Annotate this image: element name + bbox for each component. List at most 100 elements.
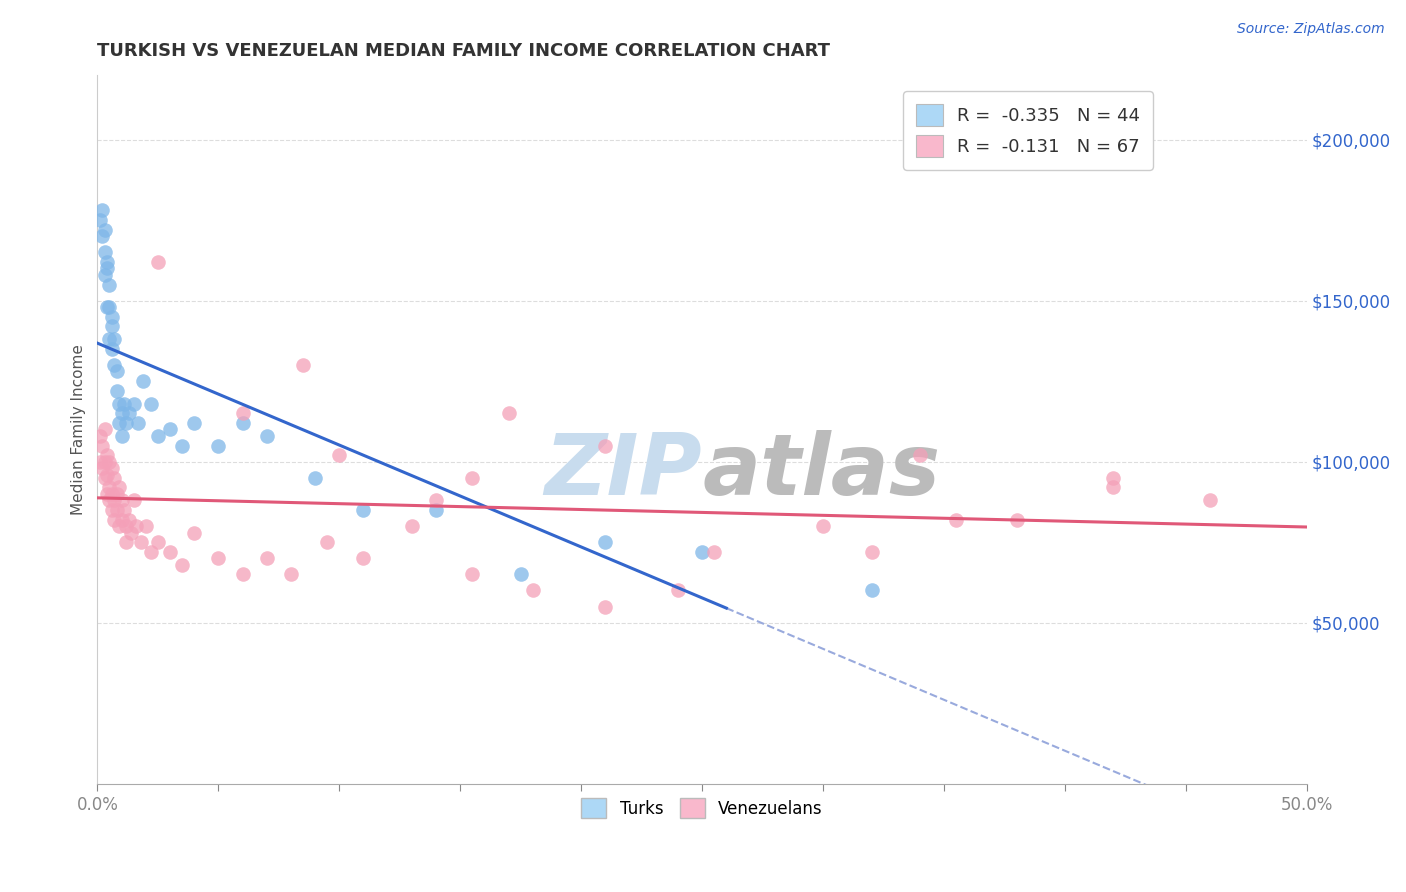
Point (110, 429, 132, 443)
Point (105, 503, 128, 517)
Point (256, 551, 278, 566)
Point (170, 439, 193, 453)
Point (595, 599, 617, 614)
Point (96, 467, 118, 482)
Point (103, 358, 125, 372)
Point (98, 455, 121, 469)
Point (425, 503, 447, 517)
Point (112, 503, 135, 517)
Point (89, 455, 111, 469)
Point (207, 439, 229, 453)
Point (105, 364, 128, 378)
Point (159, 545, 181, 559)
Point (89, 213, 111, 227)
Point (101, 503, 124, 517)
Point (132, 374, 155, 388)
Point (425, 493, 447, 508)
Point (509, 567, 531, 582)
Point (108, 416, 131, 430)
Point (105, 384, 128, 398)
Y-axis label: Median Family Income: Median Family Income (72, 344, 86, 515)
Point (170, 558, 193, 572)
Point (1102, 471, 1125, 485)
Point (304, 471, 326, 485)
Point (98, 493, 121, 508)
Legend: Turks, Venezuelans: Turks, Venezuelans (575, 791, 830, 825)
Point (139, 397, 162, 411)
Point (98, 332, 121, 346)
Point (122, 493, 145, 508)
Point (461, 567, 484, 582)
Point (103, 471, 125, 485)
Point (183, 416, 205, 430)
Point (125, 519, 148, 533)
Point (110, 493, 132, 508)
Point (103, 332, 125, 346)
Point (96, 448, 118, 462)
Point (122, 397, 145, 411)
Point (498, 406, 520, 420)
Point (280, 567, 302, 582)
Point (118, 406, 141, 420)
Point (1005, 513, 1028, 527)
Text: ZIP: ZIP (544, 431, 702, 514)
Point (207, 551, 229, 566)
Point (91, 229, 114, 244)
Point (256, 429, 278, 443)
Point (93, 245, 115, 260)
Point (159, 422, 181, 436)
Point (860, 583, 883, 598)
Point (93, 422, 115, 436)
Point (461, 471, 484, 485)
Point (91, 203, 114, 218)
Point (231, 567, 253, 582)
Point (93, 471, 115, 485)
Point (105, 487, 128, 501)
Point (401, 519, 423, 533)
Point (146, 535, 169, 549)
Point (96, 255, 118, 269)
Point (89, 429, 111, 443)
Point (103, 513, 125, 527)
Point (98, 300, 121, 314)
Point (91, 439, 114, 453)
Point (811, 519, 834, 533)
Point (101, 342, 124, 356)
Point (353, 503, 375, 517)
Point (115, 519, 138, 533)
Point (328, 448, 350, 462)
Point (108, 397, 131, 411)
Point (690, 545, 713, 559)
Point (110, 513, 132, 527)
Point (860, 545, 883, 559)
Point (96, 300, 118, 314)
Point (1102, 480, 1125, 494)
Point (146, 255, 169, 269)
Point (96, 487, 118, 501)
Point (96, 261, 118, 276)
Point (231, 406, 253, 420)
Point (108, 480, 131, 494)
Point (112, 397, 135, 411)
Point (91, 461, 114, 475)
Text: Source: ZipAtlas.com: Source: ZipAtlas.com (1237, 22, 1385, 37)
Point (120, 525, 142, 540)
Point (98, 277, 121, 292)
Point (93, 223, 115, 237)
Point (101, 487, 124, 501)
Point (1199, 493, 1222, 508)
Point (945, 513, 967, 527)
Point (93, 268, 115, 282)
Point (108, 519, 131, 533)
Point (595, 535, 617, 549)
Point (183, 525, 205, 540)
Point (115, 416, 138, 430)
Point (93, 455, 115, 469)
Point (139, 545, 162, 559)
Point (135, 519, 157, 533)
Point (110, 406, 132, 420)
Point (118, 513, 141, 527)
Text: TURKISH VS VENEZUELAN MEDIAN FAMILY INCOME CORRELATION CHART: TURKISH VS VENEZUELAN MEDIAN FAMILY INCO… (97, 42, 831, 60)
Point (101, 310, 124, 324)
Point (129, 535, 152, 549)
